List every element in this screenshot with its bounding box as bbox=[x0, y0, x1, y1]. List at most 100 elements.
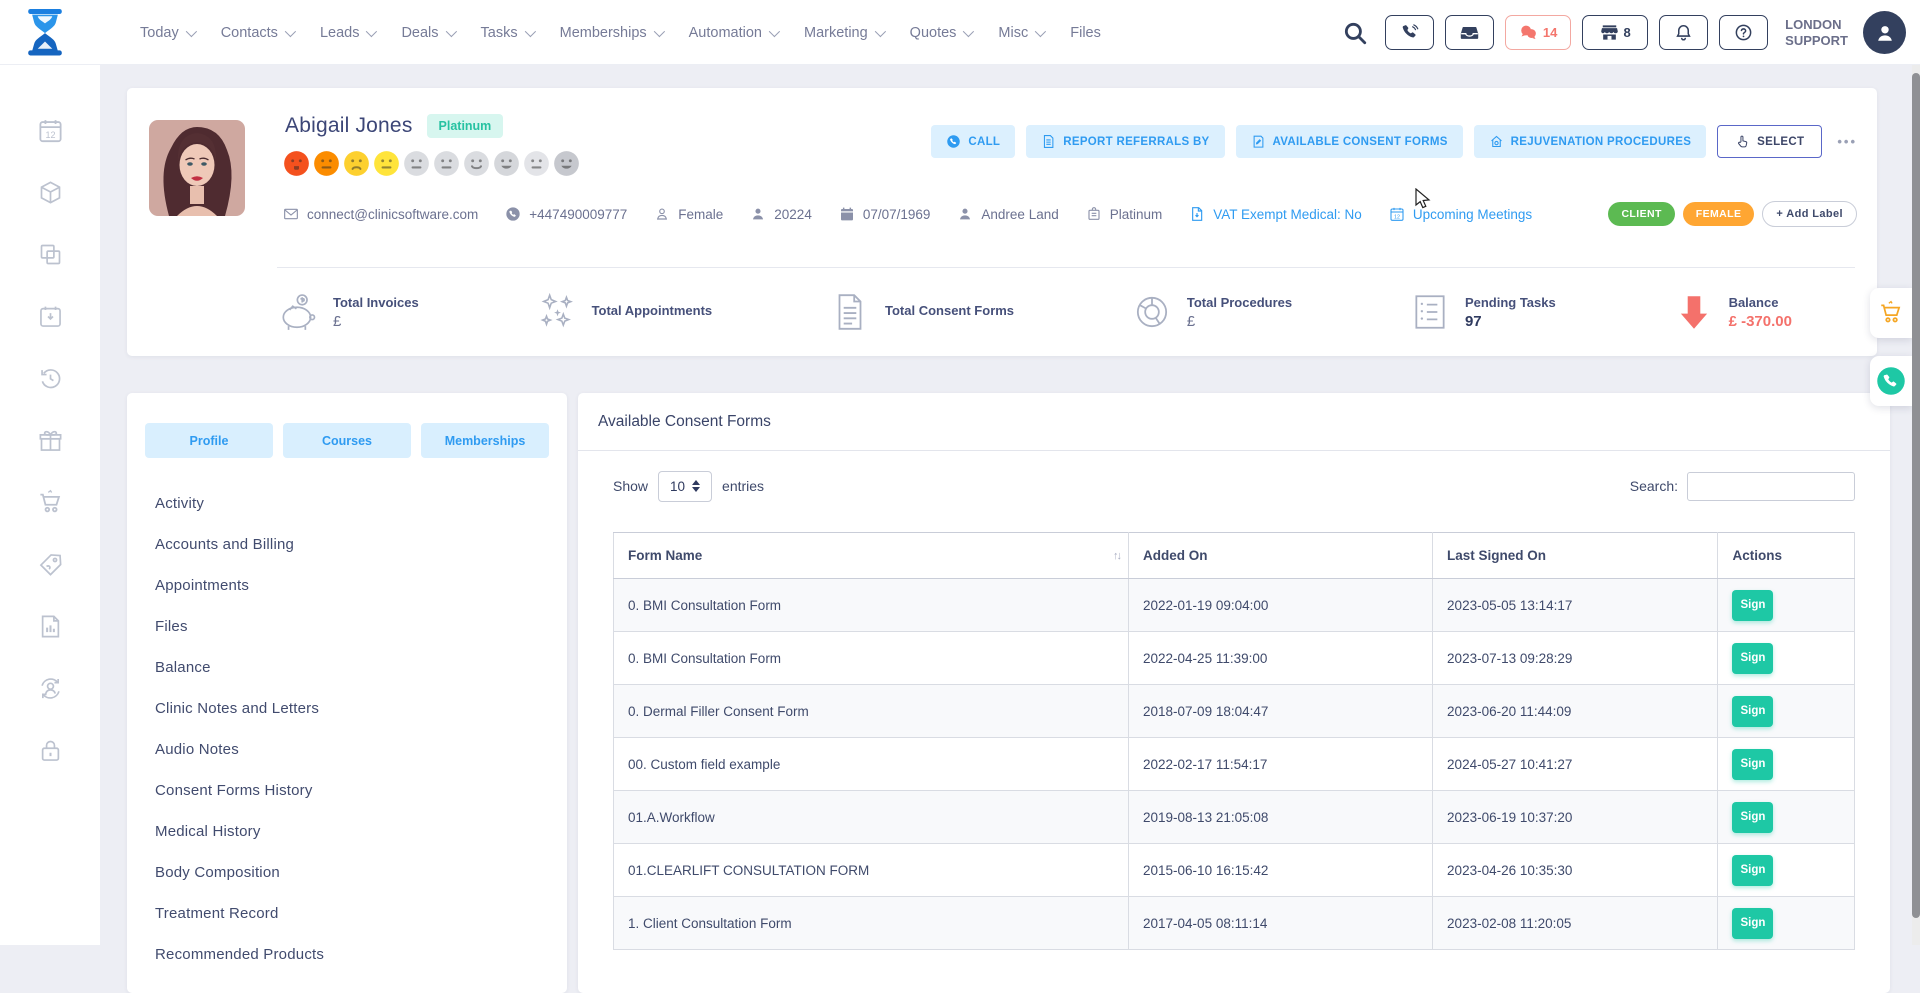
location-support-label[interactable]: LONDON SUPPORT bbox=[1785, 16, 1848, 48]
mood-face-icon[interactable] bbox=[283, 150, 310, 177]
divider bbox=[277, 267, 1855, 268]
section-consent-forms-history[interactable]: Consent Forms History bbox=[155, 782, 313, 799]
task-list-icon bbox=[1409, 291, 1451, 333]
section-files[interactable]: Files bbox=[155, 618, 188, 635]
signature-document-icon bbox=[1251, 134, 1266, 149]
stat-total-procedures: Total Procedures £ bbox=[1131, 291, 1292, 333]
add-label-button[interactable]: + Add Label bbox=[1762, 201, 1857, 227]
sign-button[interactable]: Sign bbox=[1732, 589, 1774, 621]
available-consent-forms-button[interactable]: AVAILABLE CONSENT FORMS bbox=[1235, 125, 1463, 158]
calendar-import-icon[interactable] bbox=[37, 303, 64, 330]
copy-pages-icon[interactable] bbox=[37, 241, 64, 268]
client-photo bbox=[149, 120, 245, 216]
sign-button[interactable]: Sign bbox=[1732, 642, 1774, 674]
store-button[interactable]: 8 bbox=[1582, 15, 1649, 50]
help-button[interactable] bbox=[1719, 15, 1769, 50]
nav-memberships[interactable]: Memberships bbox=[560, 25, 665, 41]
nav-contacts[interactable]: Contacts bbox=[221, 25, 297, 41]
report-document-icon[interactable] bbox=[37, 613, 64, 640]
package-cube-icon[interactable] bbox=[37, 179, 64, 206]
sign-button[interactable]: Sign bbox=[1732, 854, 1774, 886]
clinicsoftware-logo[interactable] bbox=[26, 9, 64, 56]
mood-face-icon[interactable] bbox=[553, 150, 580, 177]
nav-deals[interactable]: Deals bbox=[401, 25, 457, 41]
nav-today[interactable]: Today bbox=[140, 25, 197, 41]
call-button[interactable]: CALL bbox=[931, 125, 1016, 158]
help-icon bbox=[1734, 23, 1753, 42]
nav-misc[interactable]: Misc bbox=[998, 25, 1047, 41]
section-audio-notes[interactable]: Audio Notes bbox=[155, 741, 239, 758]
dialer-button[interactable] bbox=[1385, 15, 1435, 50]
whatsapp-icon bbox=[1876, 366, 1906, 396]
mood-face-icon[interactable] bbox=[343, 150, 370, 177]
more-options-button[interactable]: ••• bbox=[1837, 134, 1857, 149]
client-id: 20224 bbox=[750, 206, 812, 222]
section-balance[interactable]: Balance bbox=[155, 659, 211, 676]
cart-quick-button[interactable] bbox=[1870, 288, 1912, 338]
mood-face-icon[interactable] bbox=[313, 150, 340, 177]
history-clock-icon[interactable] bbox=[37, 365, 64, 392]
scrollbar-thumb[interactable] bbox=[1912, 73, 1920, 918]
label-female: FEMALE bbox=[1682, 202, 1755, 226]
table-row: 0. BMI Consultation Form 2022-04-25 11:3… bbox=[612, 631, 1855, 685]
table-search-input[interactable] bbox=[1687, 471, 1855, 501]
user-avatar[interactable] bbox=[1863, 11, 1906, 54]
price-tag-icon[interactable] bbox=[37, 551, 64, 578]
notifications-button[interactable] bbox=[1659, 15, 1709, 50]
table-controls: Show 10 entries Search: bbox=[613, 469, 1855, 503]
nav-quotes[interactable]: Quotes bbox=[910, 25, 975, 41]
calendar-12-icon[interactable] bbox=[37, 117, 64, 144]
nav-marketing[interactable]: Marketing bbox=[804, 25, 886, 41]
store-count-badge: 8 bbox=[1623, 25, 1631, 40]
client-phone[interactable]: +447490009777 bbox=[505, 206, 627, 222]
client-email[interactable]: connect@clinicsoftware.com bbox=[283, 206, 478, 222]
section-appointments[interactable]: Appointments bbox=[155, 577, 250, 594]
mood-face-icon[interactable] bbox=[373, 150, 400, 177]
sign-button[interactable]: Sign bbox=[1732, 695, 1774, 727]
nav-tasks[interactable]: Tasks bbox=[481, 25, 536, 41]
search-icon[interactable] bbox=[1342, 20, 1368, 46]
mood-face-icon[interactable] bbox=[403, 150, 430, 177]
section-clinic-notes-and-letters[interactable]: Clinic Notes and Letters bbox=[155, 700, 320, 717]
report-referrals-button[interactable]: REPORT REFERRALS BY bbox=[1026, 125, 1225, 158]
chevron-down-icon bbox=[1034, 25, 1047, 37]
tab-memberships[interactable]: Memberships bbox=[421, 423, 549, 458]
mood-face-icon[interactable] bbox=[523, 150, 550, 177]
page-scrollbar[interactable] bbox=[1912, 65, 1920, 945]
col-actions[interactable]: Actions bbox=[1717, 532, 1855, 579]
gift-icon[interactable] bbox=[37, 427, 64, 454]
rejuvenation-procedures-button[interactable]: REJUVENATION PROCEDURES bbox=[1473, 125, 1707, 158]
mood-face-icon[interactable] bbox=[433, 150, 460, 177]
col-added-on[interactable]: Added On bbox=[1128, 532, 1434, 579]
tab-courses[interactable]: Courses bbox=[283, 423, 411, 458]
sign-button[interactable]: Sign bbox=[1732, 748, 1774, 780]
section-body-composition[interactable]: Body Composition bbox=[155, 864, 280, 881]
whatsapp-quick-button[interactable] bbox=[1870, 356, 1912, 406]
stat-pending-tasks: Pending Tasks 97 bbox=[1409, 291, 1556, 333]
section-accounts-and-billing[interactable]: Accounts and Billing bbox=[155, 536, 295, 553]
nav-leads[interactable]: Leads bbox=[320, 25, 378, 41]
col-form-name[interactable]: Form Name ↑↓ bbox=[612, 532, 1130, 579]
select-button[interactable]: SELECT bbox=[1717, 125, 1823, 158]
tab-profile[interactable]: Profile bbox=[145, 423, 273, 458]
section-medical-history[interactable]: Medical History bbox=[155, 823, 261, 840]
client-rotation-icon[interactable] bbox=[37, 675, 64, 702]
nav-automation[interactable]: Automation bbox=[689, 25, 781, 41]
sign-button[interactable]: Sign bbox=[1732, 907, 1774, 939]
person-icon bbox=[957, 206, 973, 222]
nav-files[interactable]: Files bbox=[1070, 24, 1101, 41]
vat-exempt-link[interactable]: VAT Exempt Medical: No bbox=[1189, 206, 1362, 222]
section-recommended-products[interactable]: Recommended Products bbox=[155, 946, 325, 963]
section-treatment-record[interactable]: Treatment Record bbox=[155, 905, 279, 922]
col-last-signed-on[interactable]: Last Signed On bbox=[1432, 532, 1719, 579]
mood-face-icon[interactable] bbox=[493, 150, 520, 177]
chat-notifications-button[interactable]: 14 bbox=[1505, 15, 1572, 50]
lock-icon[interactable] bbox=[37, 737, 64, 764]
inbox-button[interactable] bbox=[1445, 15, 1495, 50]
upcoming-meetings-link[interactable]: Upcoming Meetings bbox=[1389, 206, 1532, 222]
sign-button[interactable]: Sign bbox=[1732, 801, 1774, 833]
mood-face-icon[interactable] bbox=[463, 150, 490, 177]
section-activity[interactable]: Activity bbox=[155, 495, 205, 512]
shopping-cart-icon[interactable] bbox=[37, 489, 64, 516]
page-size-select[interactable]: 10 bbox=[658, 470, 713, 502]
